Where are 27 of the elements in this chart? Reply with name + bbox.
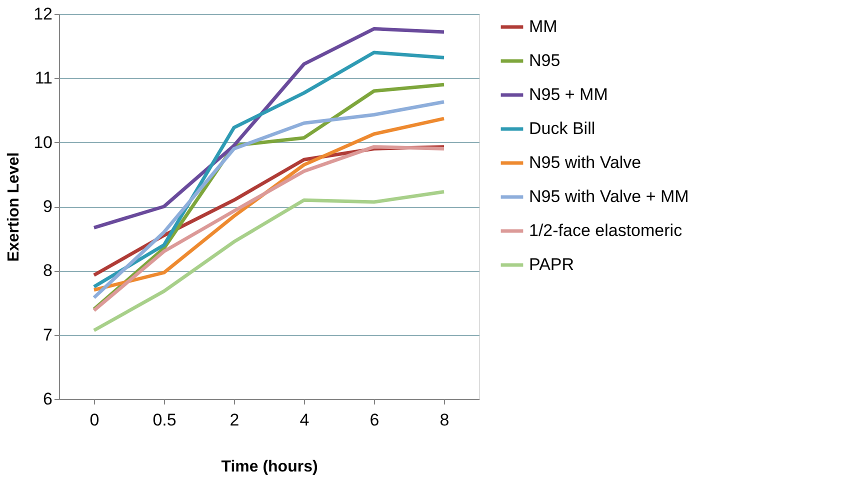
- legend-label: PAPR: [529, 255, 574, 274]
- x-tick-label: 8: [440, 410, 450, 430]
- y-tick-label: 12: [34, 4, 52, 24]
- line-series: [92, 27, 446, 230]
- legend-label: 1/2-face elastomeric: [529, 221, 683, 240]
- y-tick-label: 11: [34, 68, 52, 88]
- line-series: [92, 145, 446, 312]
- legend-label: Duck Bill: [529, 119, 596, 138]
- x-tick-label: 0: [90, 410, 100, 430]
- y-tick-label: 9: [43, 197, 52, 216]
- legend-label: N95 + MM: [529, 85, 608, 104]
- legend-label: N95 with Valve: [529, 153, 642, 172]
- line-series: [92, 190, 446, 332]
- x-tick-label: 4: [300, 410, 310, 430]
- y-tick-label: 6: [43, 390, 52, 408]
- line-series: [92, 50, 446, 288]
- y-axis-title: Exertion Level: [6, 152, 23, 262]
- legend-label: N95 with Valve + MM: [529, 187, 689, 206]
- y-tick-label: 7: [43, 325, 52, 344]
- x-tick-label: 2: [230, 410, 240, 430]
- x-tick-label: 6: [370, 410, 380, 430]
- y-tick-label: 8: [43, 261, 52, 280]
- y-tick-label: 10: [34, 132, 52, 152]
- legend-label: MM: [529, 17, 558, 36]
- x-axis-title: Time (hours): [221, 458, 318, 476]
- x-tick-label: 0.5: [152, 410, 176, 430]
- legend-label: N95: [529, 51, 560, 70]
